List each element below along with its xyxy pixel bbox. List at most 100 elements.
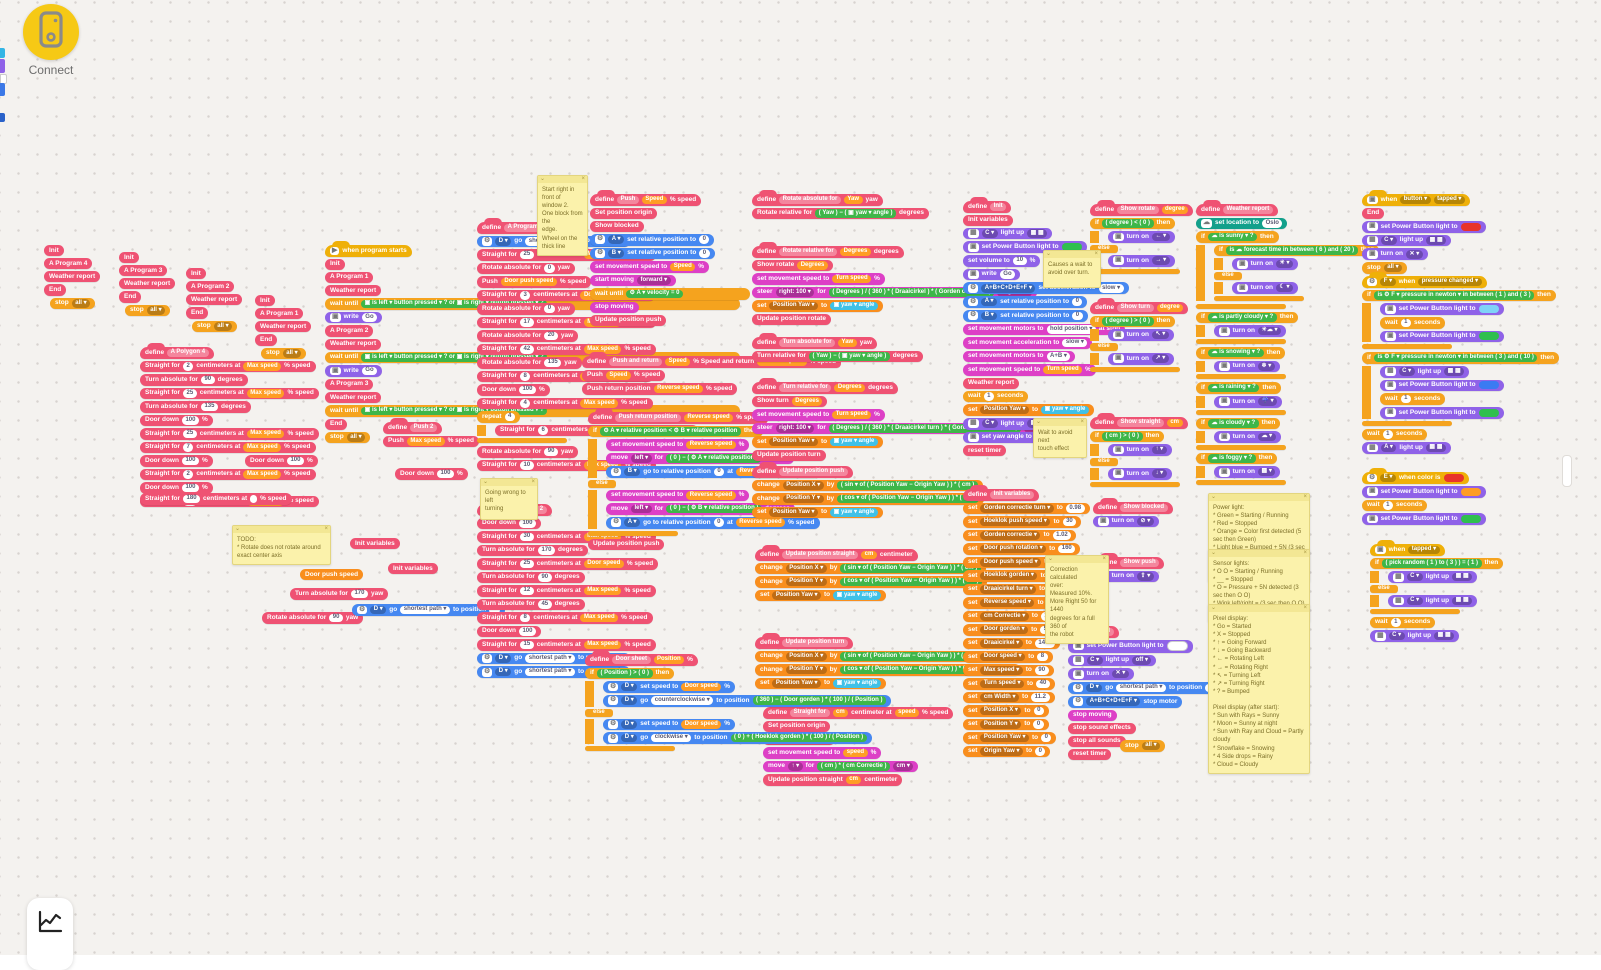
value-input[interactable]: Speed	[642, 196, 667, 205]
block[interactable]: Init	[44, 245, 64, 256]
dropdown[interactable]: shortest path ▾	[525, 654, 575, 663]
value-input[interactable]: 100	[519, 386, 536, 395]
value-input[interactable]: Show rotate	[1117, 206, 1158, 215]
dropdown[interactable]: Draaicirkel ▾	[980, 639, 1022, 648]
dropdown[interactable]: D ▾	[495, 237, 511, 246]
value-input[interactable]: Turn absolute for	[779, 339, 835, 348]
close-icon[interactable]: ×	[1102, 555, 1106, 563]
dropdown[interactable]: shortest path ▾	[525, 668, 575, 677]
value-input[interactable]: Turn speed	[1043, 366, 1082, 375]
value-input[interactable]: Yaw	[844, 196, 863, 205]
dropdown[interactable]: C ▾	[982, 419, 998, 428]
dropdown[interactable]: ☁ is foggy ▾ ?	[1208, 454, 1256, 463]
block[interactable]: if( pick random ( 1 ) to ( 3 ) ) = ( 1 )…	[1370, 558, 1503, 570]
dropdown[interactable]: all ▾	[1142, 742, 1160, 751]
block[interactable]: Weather report	[325, 285, 381, 296]
dropdown[interactable]: ↓ ▾	[1152, 469, 1167, 478]
value-input[interactable]	[1479, 409, 1499, 417]
block[interactable]: Weather report	[325, 392, 381, 403]
connect-button[interactable]	[23, 4, 79, 60]
value-input[interactable]	[1167, 641, 1188, 651]
value-input[interactable]: Max speed	[584, 587, 622, 596]
dropdown[interactable]: ↖ ▾	[1152, 331, 1169, 340]
value-input[interactable]: Max speed	[580, 614, 618, 623]
vertical-scrollbar[interactable]	[1562, 455, 1572, 487]
value-input[interactable]: 40	[1036, 680, 1050, 689]
value-input[interactable]: 1	[1401, 319, 1411, 328]
dropdown[interactable]: C ▾	[1399, 367, 1415, 376]
block[interactable]: Update position push	[590, 315, 666, 326]
block[interactable]: ▣turn on↑ ▾	[1108, 444, 1172, 456]
block[interactable]: if⚙ A ▾ relative position < ⚙ B ▾ relati…	[588, 426, 763, 438]
block[interactable]: Init	[325, 259, 345, 270]
close-icon[interactable]: ×	[1303, 493, 1307, 501]
dropdown[interactable]: Max speed ▾	[980, 666, 1022, 675]
block[interactable]: Turn relative for( Yaw ) − ( ▣ yaw ▾ ang…	[752, 351, 923, 363]
dropdown[interactable]: D ▾	[621, 696, 637, 705]
value-input[interactable]: 0	[544, 264, 554, 273]
dropdown[interactable]: Position Y ▾	[980, 720, 1021, 729]
value-input[interactable]: 1.02	[1053, 531, 1072, 540]
block[interactable]: stop moving	[590, 302, 639, 313]
value-input[interactable]: 135	[201, 403, 218, 412]
dropdown[interactable]: Hoeklok push speed ▾	[980, 518, 1050, 527]
value-input[interactable]: 8	[520, 372, 530, 381]
value-input[interactable]: degree	[1162, 206, 1189, 215]
value-input[interactable]: Oslo	[1262, 219, 1282, 228]
block[interactable]: ▦C ▾light up▦ ▦	[1388, 595, 1477, 607]
dropdown[interactable]: Position X ▾	[786, 564, 827, 573]
dropdown[interactable]: A+B ▾	[1047, 352, 1071, 361]
note-turning[interactable]: ⌄×Going wrong to left turning	[480, 478, 538, 520]
dropdown[interactable]: slow ▾	[1099, 284, 1124, 293]
dropdown[interactable]: ▣ yaw ▾ angle	[830, 438, 878, 447]
dropdown[interactable]: D ▾	[621, 720, 637, 729]
note-collapse-icon[interactable]: ⌄	[235, 525, 240, 533]
dropdown[interactable]: ▣ yaw ▾ angle	[830, 302, 878, 311]
value-input[interactable]: 25	[183, 430, 197, 439]
value-input[interactable]: 30	[520, 533, 534, 542]
value-input[interactable]: Show blocked	[1120, 504, 1167, 513]
value-input[interactable]: 90	[544, 448, 558, 457]
dropdown[interactable]: ☁ is partly cloudy ▾ ?	[1208, 313, 1277, 322]
dropdown[interactable]: F ▾	[1380, 278, 1395, 287]
dropdown[interactable]: ( sin ▾ of ( Position Yaw − Origin Yaw )…	[837, 481, 977, 490]
value-input[interactable]: 1	[1383, 430, 1393, 439]
value-input[interactable]: Door sheet	[612, 656, 650, 665]
close-icon[interactable]: ×	[581, 175, 585, 183]
dropdown[interactable]: C ▾	[1407, 597, 1423, 606]
value-input[interactable]: ▦ ▦	[1452, 573, 1472, 582]
block[interactable]: Weather report	[255, 321, 311, 332]
block[interactable]: if( Position ) > ( 0 )then	[585, 668, 674, 680]
value-input[interactable]: ( 0 ) + ( Hoeklok gorden ) * ( 100 ) / (…	[731, 734, 867, 743]
dropdown[interactable]: left ▾	[631, 454, 652, 463]
